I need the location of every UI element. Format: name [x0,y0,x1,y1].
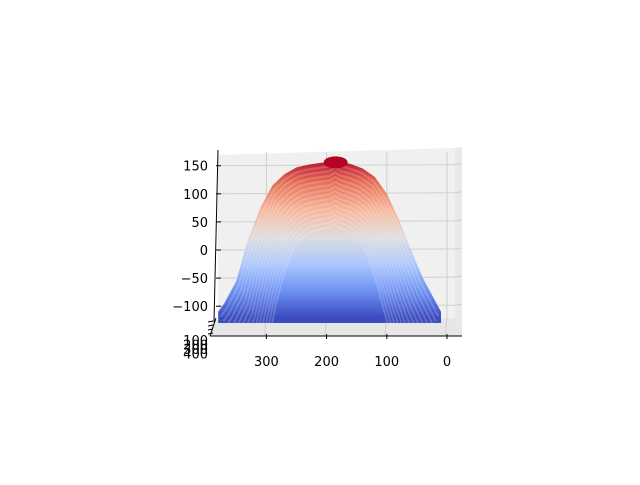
y-tick-label: 400 [183,348,208,363]
x-tick-label: 300 [254,355,279,370]
surface-ridge [222,166,437,322]
z-gridline-side [454,303,463,306]
surface-ridge [230,180,430,324]
surface-ridge [228,175,432,324]
y-tick-label: 100 [183,334,208,349]
z-tick-label: 150 [183,160,208,175]
z-gridline-side [454,219,463,222]
x-tick-label: 200 [314,355,339,370]
x-tick-label: 100 [374,355,399,370]
surface-body [218,158,441,324]
z-tick-label: 50 [191,216,208,231]
surface-ridge [241,199,420,324]
z-gridline-side [454,247,463,250]
z-gridline-side [454,163,463,166]
z-axis-ticks: −100 −50 0 50 100 150 [172,160,221,315]
right-pane [455,147,462,336]
surface-ridge [254,222,407,324]
surface-plot [218,156,441,324]
surface-ridge [252,217,410,324]
x-axis-ticks: 300 200 100 0 [254,334,451,370]
surface-peak [323,156,348,169]
y-tick-label: 300 [183,343,208,358]
y-tick-label: 200 [183,339,208,354]
z-tick-label: −100 [172,300,208,315]
z-tick-label: 100 [183,188,208,203]
surface-ridges [220,161,440,324]
z-gridline-side [454,191,463,194]
z-gridline-side [454,275,463,278]
surface-ridge [225,171,435,324]
x-gridline-floor [444,317,448,337]
y-tick-mark [207,328,214,331]
surface-ridge [233,185,427,324]
surface-ridge [238,194,422,324]
z-axis-line [213,149,219,323]
y-tick-mark [207,324,214,327]
z-tick-label: 0 [200,244,208,259]
surface-ridge [244,203,417,324]
surface-ridge [236,189,425,324]
x-tick-label: 0 [443,355,451,370]
surface-ridge [246,208,415,324]
z-tick-label: −50 [181,272,208,287]
y-tick-mark [207,332,214,335]
y-tick-mark [207,320,214,323]
surface-ridge [249,213,412,324]
